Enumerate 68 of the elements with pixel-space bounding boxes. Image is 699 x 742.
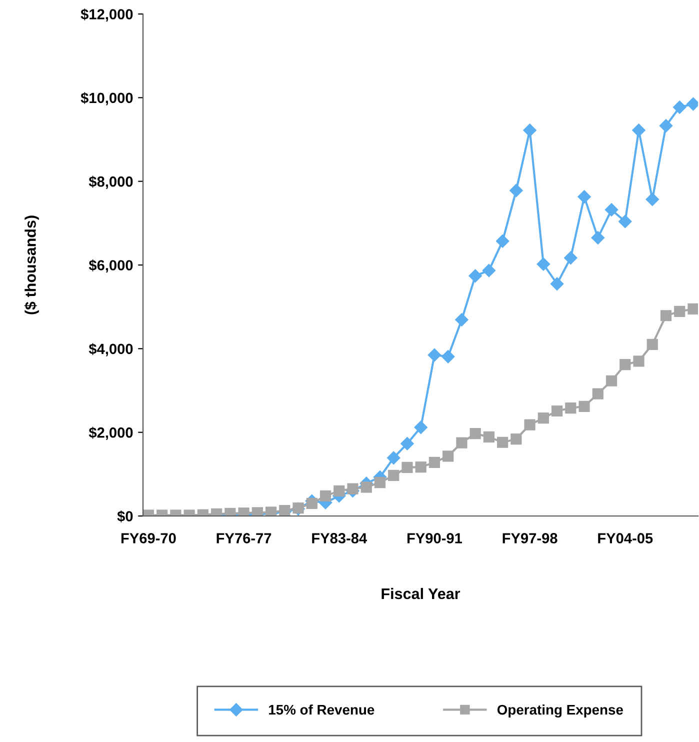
point bbox=[673, 100, 686, 114]
x-axis-title: Fiscal Year bbox=[382, 588, 460, 600]
point bbox=[688, 303, 698, 314]
point bbox=[578, 190, 591, 204]
point bbox=[414, 420, 428, 434]
point bbox=[620, 359, 631, 370]
point bbox=[402, 462, 413, 474]
point bbox=[660, 310, 672, 322]
point bbox=[646, 338, 658, 350]
x-tick-label: FY76-77 bbox=[216, 533, 272, 544]
y-tick-label: $6,000 bbox=[88, 259, 133, 273]
point bbox=[551, 405, 563, 417]
point bbox=[538, 412, 549, 424]
point bbox=[550, 277, 564, 290]
point bbox=[646, 192, 659, 206]
y-tick-label: $8,000 bbox=[88, 176, 133, 189]
x-tick-label: FY97-98 bbox=[502, 533, 558, 544]
point bbox=[456, 437, 468, 448]
point bbox=[400, 437, 414, 450]
point bbox=[523, 124, 536, 137]
point bbox=[659, 119, 673, 132]
point bbox=[618, 214, 632, 228]
point bbox=[441, 350, 455, 364]
point bbox=[564, 251, 578, 264]
point bbox=[320, 490, 332, 502]
point bbox=[496, 234, 510, 248]
x-tick-label: FY04-05 bbox=[598, 533, 653, 544]
x-tick-label: FY69-70 bbox=[121, 533, 176, 544]
y-axis-title: ($ thousands) bbox=[24, 216, 39, 314]
point bbox=[632, 124, 646, 137]
point bbox=[524, 419, 536, 430]
point bbox=[592, 388, 604, 400]
point bbox=[470, 428, 481, 440]
point bbox=[442, 450, 454, 462]
point bbox=[347, 483, 358, 494]
point bbox=[428, 348, 442, 362]
point bbox=[415, 462, 426, 473]
y-tick-label: $12,000 bbox=[80, 8, 133, 22]
y-tick-label: $0 bbox=[117, 510, 133, 522]
legend-label: 15% of Revenue bbox=[269, 704, 374, 715]
point bbox=[510, 184, 523, 198]
point bbox=[306, 498, 318, 510]
point bbox=[468, 269, 482, 282]
point bbox=[591, 231, 604, 244]
point bbox=[510, 433, 522, 445]
point bbox=[633, 356, 644, 367]
point bbox=[497, 436, 508, 448]
point bbox=[387, 451, 400, 464]
point bbox=[388, 470, 400, 481]
point bbox=[483, 431, 494, 442]
y-tick-label: $10,000 bbox=[80, 92, 133, 106]
x-tick-label: FY83-84 bbox=[312, 533, 368, 544]
point bbox=[360, 482, 372, 493]
point bbox=[606, 375, 618, 386]
legend-label: Operating Expense bbox=[497, 704, 623, 718]
point bbox=[428, 456, 440, 468]
point bbox=[674, 306, 686, 317]
point bbox=[565, 402, 576, 414]
y-tick-label: $4,000 bbox=[88, 343, 133, 356]
point bbox=[334, 485, 345, 496]
y-tick-label: $2,000 bbox=[88, 426, 133, 440]
point bbox=[536, 258, 550, 271]
point bbox=[482, 264, 496, 278]
point bbox=[455, 313, 468, 326]
x-tick-label: FY90-91 bbox=[407, 533, 462, 544]
point bbox=[604, 203, 618, 216]
point bbox=[374, 476, 386, 488]
point bbox=[578, 400, 590, 412]
